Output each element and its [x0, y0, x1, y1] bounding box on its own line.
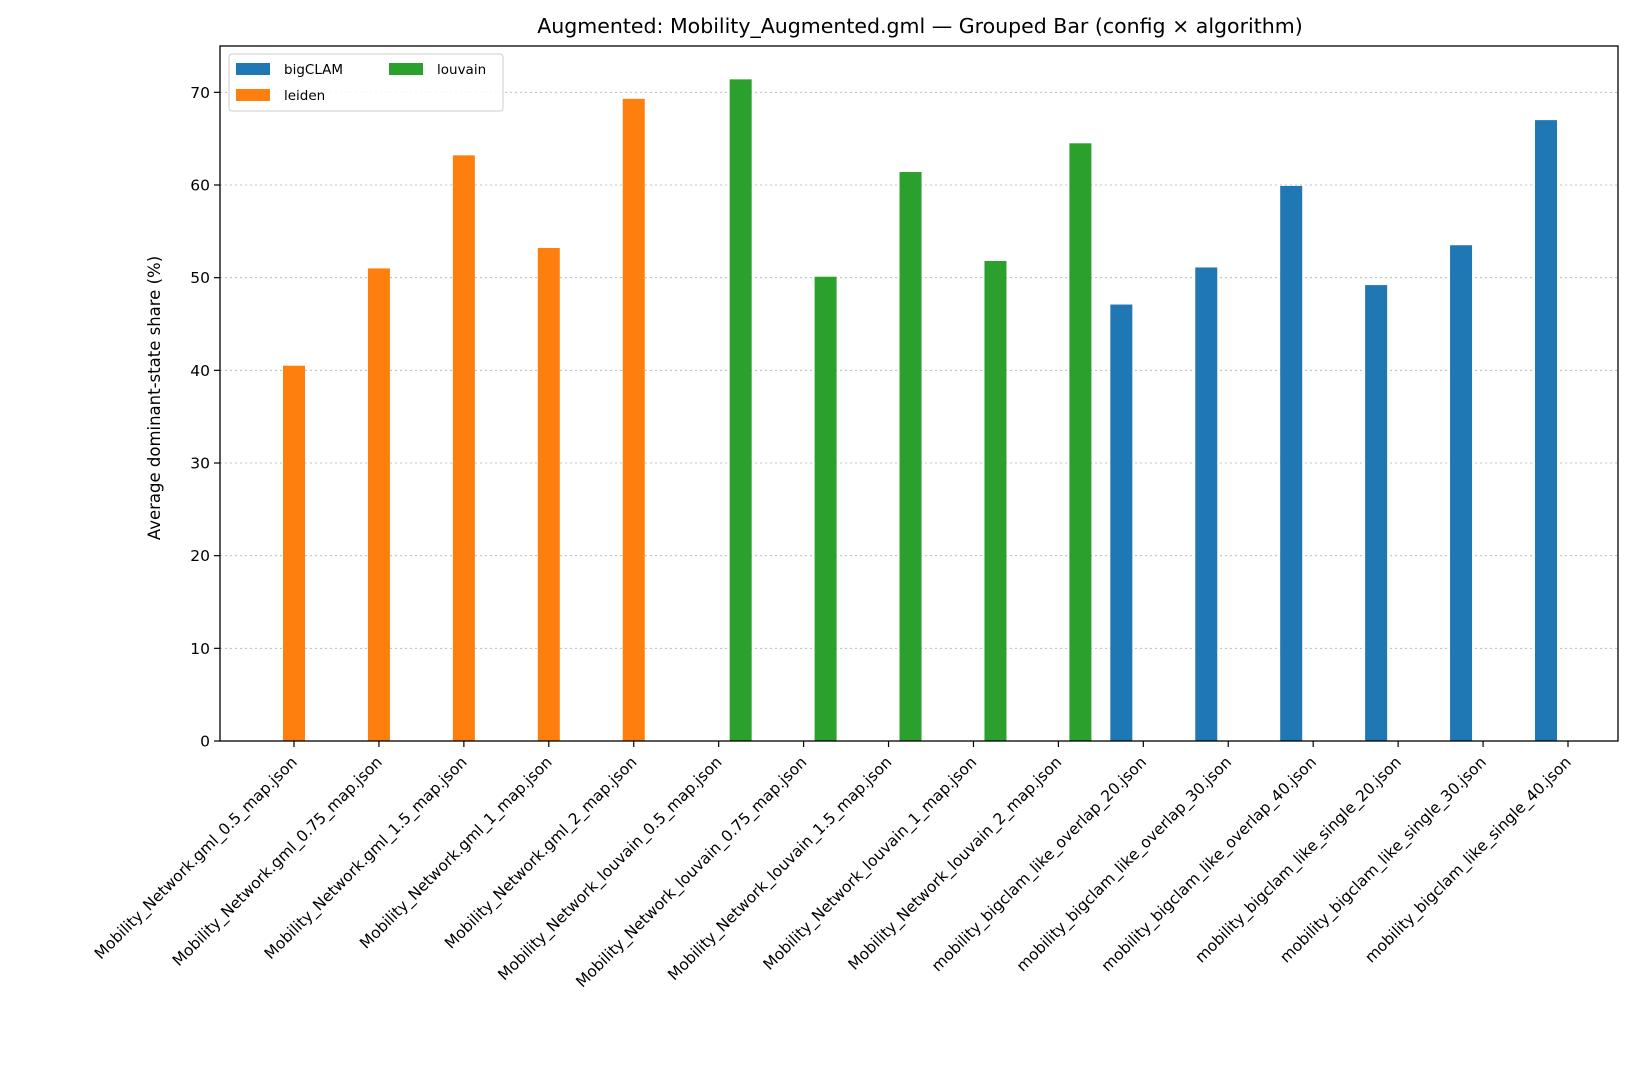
y-tick-label: 60: [190, 177, 210, 195]
y-tick-label: 40: [190, 362, 210, 380]
bar-leiden: [367, 268, 390, 741]
legend-box: [228, 53, 504, 112]
bar-bigclam: [1280, 185, 1303, 742]
bar-leiden: [537, 248, 560, 741]
legend-label-leiden: leiden: [284, 88, 325, 104]
y-ticks-layer: 0 10 20 30 40 50 60 70: [190, 84, 220, 751]
legend-swatch-louvain: [389, 63, 423, 75]
bar-louvain: [814, 276, 837, 741]
bars-layer: [283, 79, 1557, 742]
bar-bigclam: [1450, 245, 1473, 741]
legend: bigCLAM leiden louvain: [228, 53, 504, 112]
legend-swatch-leiden: [236, 89, 270, 101]
y-tick-label: 30: [190, 455, 210, 473]
y-tick-label: 10: [190, 640, 210, 658]
bar-bigclam: [1110, 304, 1133, 741]
bar-louvain: [1069, 143, 1092, 742]
y-tick-label: 50: [190, 269, 210, 287]
bar-leiden: [452, 155, 475, 741]
legend-swatch-bigclam: [236, 63, 270, 75]
y-tick-label: 0: [200, 733, 210, 751]
bar-louvain: [984, 260, 1007, 741]
bar-louvain: [729, 79, 752, 742]
y-tick-label: 70: [190, 84, 210, 102]
y-tick-label: 20: [190, 547, 210, 565]
bar-leiden: [622, 98, 645, 741]
bar-bigclam: [1195, 267, 1218, 741]
bar-leiden: [283, 365, 305, 741]
bar-bigclam: [1535, 120, 1557, 742]
chart-title: Augmented: Mobility_Augmented.gml — Grou…: [537, 14, 1302, 39]
plot-frame: [219, 45, 1619, 742]
legend-label-louvain: louvain: [437, 62, 486, 78]
axes-layer: [219, 45, 1619, 742]
y-axis-title: Average dominant-state share (%): [145, 256, 164, 540]
bar-bigclam: [1365, 285, 1388, 741]
legend-label-bigclam: bigCLAM: [284, 62, 343, 78]
bar-louvain: [899, 172, 922, 741]
